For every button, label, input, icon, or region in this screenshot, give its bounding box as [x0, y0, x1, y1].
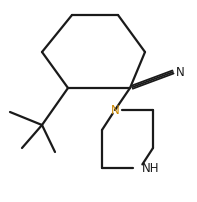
Text: N: N	[111, 103, 119, 117]
Text: N: N	[176, 65, 185, 79]
Text: NH: NH	[142, 162, 160, 175]
